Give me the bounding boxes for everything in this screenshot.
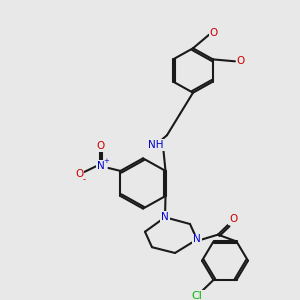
Text: O: O (96, 141, 105, 151)
Text: O: O (210, 28, 218, 38)
Text: O: O (229, 214, 237, 224)
Text: N: N (97, 161, 104, 171)
Text: Cl: Cl (191, 291, 202, 300)
Text: +: + (103, 158, 109, 164)
Text: O: O (75, 169, 84, 179)
Text: N: N (161, 212, 169, 222)
Text: NH: NH (148, 140, 164, 150)
Text: -: - (83, 175, 86, 184)
Text: N: N (193, 235, 201, 244)
Text: O: O (237, 56, 245, 66)
